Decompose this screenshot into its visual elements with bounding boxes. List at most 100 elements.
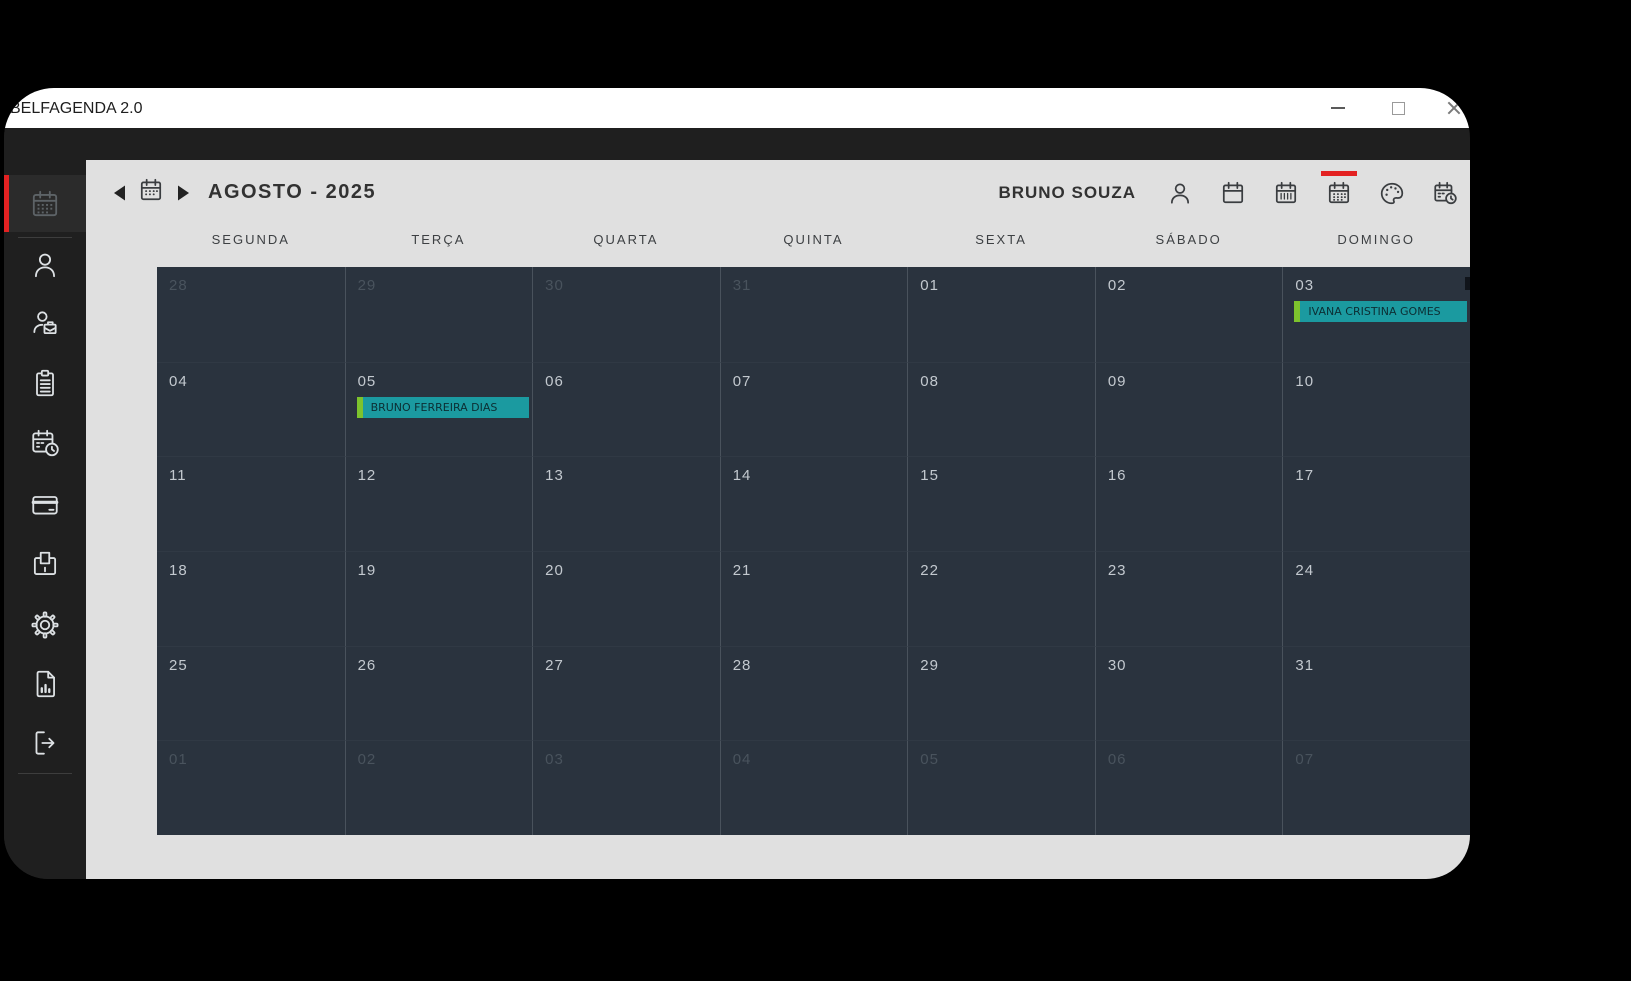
sidebar-item-logout[interactable]	[4, 718, 86, 768]
calendar-cell[interactable]: 27	[532, 645, 720, 741]
day-number: 15	[920, 467, 939, 485]
calendar-cell[interactable]: 15	[907, 456, 1095, 551]
day-number: 16	[1107, 467, 1127, 485]
calendar-cell[interactable]: 06	[1094, 740, 1283, 835]
previous-month-button[interactable]	[110, 181, 128, 205]
day-number: 18	[169, 561, 188, 579]
month-view-button[interactable]	[1321, 170, 1357, 206]
sidebar-item-schedule[interactable]	[4, 418, 86, 468]
calendar-cell[interactable]: 05	[907, 740, 1095, 835]
calendar-cell[interactable]: 08	[907, 361, 1095, 457]
calendar-cell[interactable]: 01	[907, 267, 1095, 362]
calendar-cell[interactable]: 21	[719, 550, 908, 646]
calendar-cell[interactable]: 13	[532, 456, 720, 551]
month-navigation: AGOSTO - 2025	[110, 160, 376, 225]
calendar-cell[interactable]: 22	[907, 550, 1095, 646]
day-of-week-label: QUINTA	[783, 232, 844, 247]
calendar-cell[interactable]: 16	[1094, 456, 1283, 551]
calendar-cell[interactable]: 30	[1094, 645, 1283, 741]
calendar-cell[interactable]: 24	[1282, 550, 1470, 646]
calendar-cell[interactable]: 07	[1282, 740, 1470, 835]
sidebar-item-tasks[interactable]	[4, 358, 86, 408]
calendar-cell[interactable]: 03 IVANA CRISTINA GOMES	[1282, 267, 1470, 362]
calendar-cell[interactable]: 09	[1094, 361, 1283, 457]
day-number: 06	[545, 372, 564, 390]
month-title: AGOSTO - 2025	[208, 181, 377, 203]
theme-palette-button[interactable]	[1379, 180, 1405, 206]
calendar-picker-button[interactable]	[138, 177, 164, 208]
calendar-cell[interactable]: 10	[1282, 361, 1470, 457]
calendar-cell[interactable]: 06	[532, 361, 720, 457]
event-chip[interactable]: IVANA CRISTINA GOMES	[1294, 301, 1467, 322]
week-view-button[interactable]	[1273, 180, 1299, 206]
week-view-icon	[1275, 181, 1297, 203]
calendar-cell[interactable]: 23	[1094, 550, 1283, 646]
sidebar-divider	[18, 237, 72, 238]
maximize-icon	[1391, 101, 1405, 115]
sidebar-item-credit-card[interactable]	[4, 480, 86, 530]
sidebar-item-settings[interactable]	[4, 600, 86, 650]
calendar-cell[interactable]: 14	[719, 456, 908, 551]
calendar-cell[interactable]: 11	[157, 456, 345, 551]
day-number: 28	[169, 277, 188, 294]
day-number: 24	[1295, 561, 1315, 579]
credit-card-icon	[31, 496, 59, 515]
day-number: 07	[732, 372, 752, 390]
day-number: 20	[545, 561, 564, 579]
calendar-cell[interactable]: 26	[344, 645, 533, 741]
calendar-cell[interactable]: 03	[532, 740, 720, 835]
calendar-cell[interactable]: 17	[1282, 456, 1470, 551]
calendar-cell[interactable]: 29	[344, 267, 533, 362]
calendar-cell[interactable]: 12	[344, 456, 533, 551]
user-name: BRUNO SOUZA	[998, 182, 1136, 202]
sidebar-item-payment-terminal[interactable]	[4, 540, 86, 590]
calendar-cell[interactable]: 30	[532, 267, 720, 362]
calendar-cell[interactable]: 28	[157, 267, 345, 362]
day-number: 25	[169, 656, 188, 674]
calendar-cell[interactable]: 31	[1282, 645, 1470, 741]
calendar-cell[interactable]: 18	[157, 551, 345, 646]
sidebar-item-reports[interactable]	[4, 659, 86, 709]
minimize-button[interactable]	[1326, 88, 1350, 128]
calendar-cell[interactable]: 29	[907, 645, 1095, 741]
event-chip[interactable]: BRUNO FERREIRA DIAS	[356, 396, 530, 418]
close-button[interactable]	[1442, 88, 1466, 128]
maximize-button[interactable]	[1386, 88, 1410, 128]
calendar-cell[interactable]: 20	[532, 550, 720, 646]
header-actions: BRUNO SOUZA	[998, 160, 1458, 225]
day-number: 03	[545, 751, 564, 769]
calendar-cell[interactable]: 19	[344, 550, 533, 646]
calendar-cell[interactable]: 07	[719, 361, 908, 457]
day-view-button[interactable]	[1220, 180, 1246, 206]
sidebar-item-person[interactable]	[4, 240, 86, 290]
settings-icon	[31, 611, 59, 639]
schedule-icon	[1434, 181, 1457, 204]
sidebar-item-calendar[interactable]	[4, 175, 86, 232]
day-of-week-label: DOMINGO	[1337, 232, 1415, 247]
calendar-cell[interactable]: 04	[157, 362, 345, 457]
day-number: 08	[920, 372, 939, 390]
next-month-button[interactable]	[174, 181, 192, 205]
day-view-icon	[1222, 181, 1244, 203]
sidebar-item-client[interactable]	[4, 298, 86, 348]
day-number: 05	[357, 372, 377, 390]
active-view-indicator	[1321, 170, 1357, 176]
day-number: 23	[1107, 561, 1127, 579]
calendar-cell[interactable]: 31	[719, 267, 908, 362]
report-icon	[36, 670, 55, 698]
calendar-cell[interactable]: 04	[719, 740, 908, 835]
user-profile-button[interactable]	[1167, 180, 1193, 206]
next-month-icon	[177, 185, 189, 200]
calendar-cell[interactable]: 01	[157, 740, 345, 835]
day-number: 17	[1295, 467, 1315, 485]
calendar-cell[interactable]: 05 BRUNO FERREIRA DIAS	[344, 361, 533, 457]
close-icon	[1447, 101, 1461, 115]
day-number: 22	[920, 561, 939, 579]
schedule-button[interactable]	[1432, 180, 1458, 206]
calendar-cell[interactable]: 25	[157, 646, 345, 741]
vertical-scrollbar[interactable]	[1465, 277, 1470, 290]
day-number: 03	[1295, 277, 1315, 294]
calendar-cell[interactable]: 02	[1094, 267, 1283, 362]
calendar-cell[interactable]: 02	[344, 740, 533, 835]
calendar-cell[interactable]: 28	[719, 645, 908, 741]
